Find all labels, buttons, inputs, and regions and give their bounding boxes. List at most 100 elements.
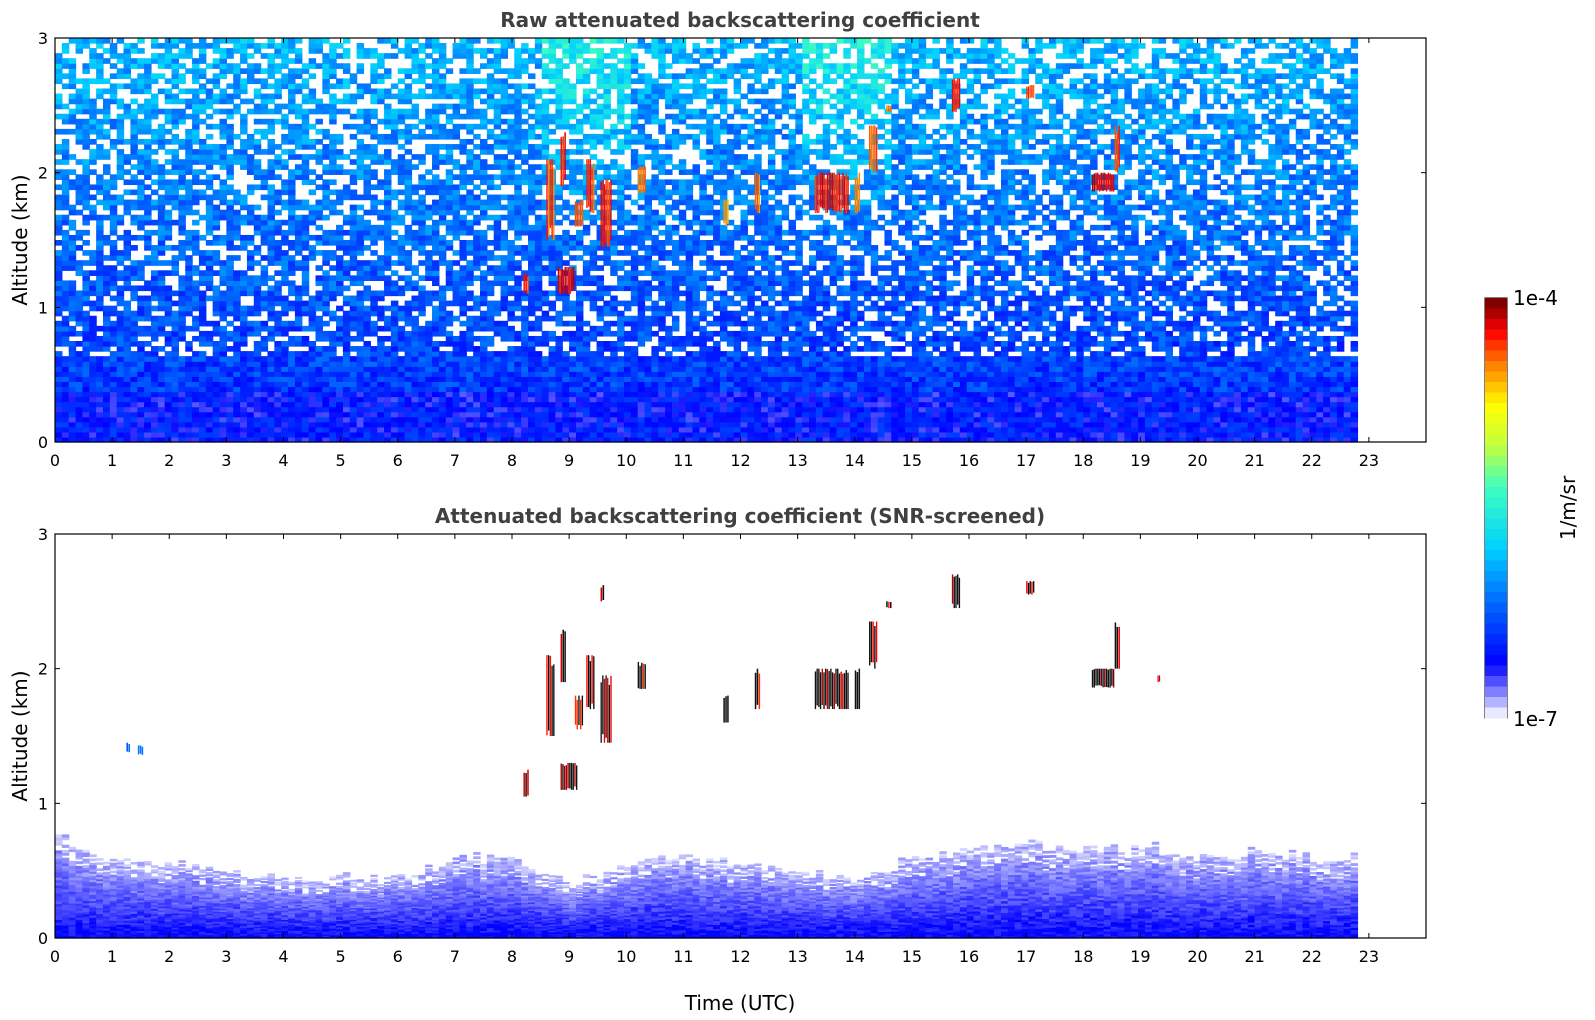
heat-cell [137,220,144,226]
heat-cell [261,134,268,140]
heat-cell [542,386,549,392]
heat-cell [391,422,398,428]
heat-cell [220,407,227,413]
heat-cell [55,412,62,418]
heat-cell [274,351,281,357]
heat-cell [96,301,103,307]
heat-cell [117,124,124,130]
heat-cell [274,63,281,69]
heat-cell [590,407,597,413]
heat-cell [514,397,521,403]
heat-cell [110,179,117,185]
heat-cell [439,397,446,403]
heat-cell [69,63,76,69]
heat-cell [329,53,336,59]
heat-cell [528,346,535,352]
heat-cell [418,235,425,241]
heat-cell [617,376,624,382]
heat-cell [130,200,137,206]
heat-cell [62,386,69,392]
heat-cell [76,376,83,382]
heat-cell [590,291,597,297]
heat-cell [220,386,227,392]
heat-cell [89,154,96,160]
heat-cell [343,285,350,291]
heat-cell [302,366,309,372]
heat-cell [302,291,309,297]
heat-cell [55,53,62,59]
heat-cell [213,291,220,297]
heat-cell [281,73,288,79]
heat-cell [501,215,508,221]
heat-cell [309,169,316,175]
heat-cell [144,381,151,387]
heat-cell [514,361,521,367]
heat-cell [459,169,466,175]
heat-cell [535,285,542,291]
heat-cell [617,371,624,377]
heat-cell [521,361,528,367]
heat-cell [453,296,460,302]
heat-cell [555,265,562,271]
heat-cell [542,392,549,398]
heat-cell [185,417,192,423]
heat-cell [295,38,302,44]
heat-cell [199,280,206,286]
heat-cell [576,179,583,185]
heat-cell [302,144,309,150]
heat-cell [384,351,391,357]
heat-cell [446,285,453,291]
heat-cell [281,114,288,120]
heat-cell [281,43,288,49]
heat-cell [185,265,192,271]
heat-cell [363,346,370,352]
heat-cell [268,381,275,387]
heat-cell [82,371,89,377]
heat-cell [377,316,384,322]
heat-cell [597,331,604,337]
heat-cell [459,240,466,246]
heat-cell [597,311,604,317]
heat-cell [137,58,144,64]
heat-cell [144,376,151,382]
heat-cell [425,356,432,362]
heat-cell [302,427,309,433]
heat-cell [89,53,96,59]
heat-cell [343,432,350,438]
heat-cell [514,139,521,145]
heat-cell [528,240,535,246]
heat-cell [425,230,432,236]
heat-cell [357,270,364,276]
heat-cell [274,255,281,261]
heat-cell [411,407,418,413]
heat-cell [302,285,309,291]
heat-cell [569,89,576,95]
heat-cell [247,184,254,190]
heat-cell [569,407,576,413]
heat-cell [343,240,350,246]
heat-cell [363,124,370,130]
heat-cell [405,149,412,155]
heat-cell [261,366,268,372]
heat-cell [165,402,172,408]
heat-cell [137,190,144,196]
heat-cell [391,169,398,175]
heat-cell [322,427,329,433]
heat-cell [110,351,117,357]
heat-cell [69,432,76,438]
heat-cell [405,331,412,337]
heat-cell [178,174,185,180]
heat-cell [480,260,487,266]
heat-cell [329,43,336,49]
heat-cell [528,291,535,297]
heat-cell [103,48,110,54]
heat-cell [501,139,508,145]
heat-cell [62,326,69,332]
heat-cell [96,230,103,236]
heat-cell [405,392,412,398]
heat-cell [103,38,110,44]
heat-cell [117,366,124,372]
heat-cell [384,306,391,312]
heat-cell [363,386,370,392]
heat-cell [220,371,227,377]
